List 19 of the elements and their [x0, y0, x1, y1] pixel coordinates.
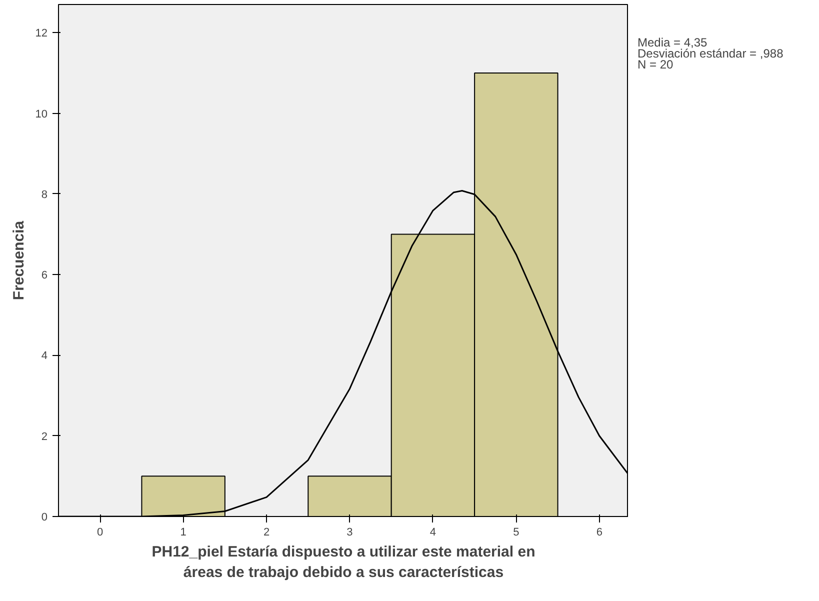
y-tick-label: 6	[41, 270, 48, 282]
y-tick-label: 2	[41, 430, 48, 443]
x-tick-label: 4	[430, 526, 436, 538]
y-tick-label: 8	[41, 188, 48, 201]
y-tick-label: 4	[41, 350, 48, 362]
x-tick-label: 5	[513, 526, 520, 538]
text: N = 20	[638, 58, 674, 72]
y-axis-title: Frecuencia	[10, 220, 28, 300]
y-tick-label: 12	[35, 28, 48, 40]
y-tick-label: 10	[35, 108, 48, 120]
x-axis-title: PH12_piel Estaría dispuesto a utilizar este material en áreas de trabajo debido a sus características	[152, 544, 536, 581]
x-tick-label: 3	[346, 526, 353, 538]
x-tick-label: 6	[596, 526, 602, 538]
text: Desviación estándar = ,988	[638, 46, 784, 60]
x-tick-label: 2	[263, 526, 270, 538]
text: Media = 4,35	[638, 36, 708, 50]
y-tick-label: 0	[41, 512, 48, 524]
x-tick-label: 1	[180, 526, 186, 538]
x-tick-label: 0	[97, 526, 104, 538]
